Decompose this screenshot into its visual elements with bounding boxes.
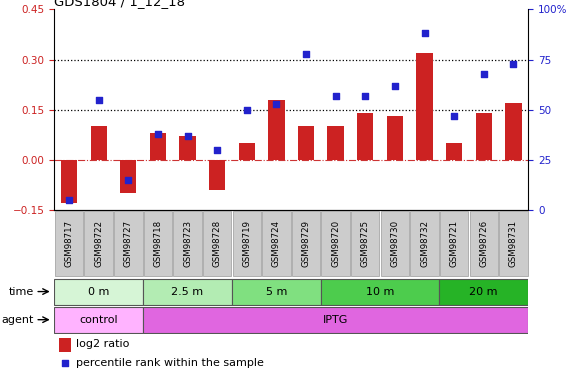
Text: agent: agent bbox=[1, 315, 34, 325]
Text: IPTG: IPTG bbox=[323, 315, 348, 325]
Bar bbox=[446, 143, 463, 160]
Text: GSM98723: GSM98723 bbox=[183, 220, 192, 267]
FancyBboxPatch shape bbox=[85, 211, 113, 276]
FancyBboxPatch shape bbox=[469, 211, 498, 276]
FancyBboxPatch shape bbox=[55, 211, 83, 276]
Point bbox=[420, 30, 429, 36]
FancyBboxPatch shape bbox=[351, 211, 380, 276]
Text: GSM98727: GSM98727 bbox=[124, 220, 133, 267]
FancyBboxPatch shape bbox=[54, 307, 143, 333]
Point bbox=[331, 93, 340, 99]
Bar bbox=[120, 160, 136, 193]
FancyBboxPatch shape bbox=[114, 211, 143, 276]
Bar bbox=[239, 143, 255, 160]
Text: GSM98722: GSM98722 bbox=[94, 220, 103, 267]
Text: 10 m: 10 m bbox=[366, 286, 394, 297]
Bar bbox=[476, 113, 492, 160]
Bar bbox=[209, 160, 226, 190]
Point bbox=[65, 197, 74, 203]
Bar bbox=[91, 126, 107, 160]
Point bbox=[479, 70, 488, 76]
FancyBboxPatch shape bbox=[143, 307, 528, 333]
FancyBboxPatch shape bbox=[411, 211, 439, 276]
Text: 0 m: 0 m bbox=[88, 286, 110, 297]
Text: time: time bbox=[9, 286, 34, 297]
Point bbox=[272, 100, 281, 106]
FancyBboxPatch shape bbox=[232, 211, 261, 276]
Text: percentile rank within the sample: percentile rank within the sample bbox=[75, 358, 263, 368]
Bar bbox=[59, 338, 71, 352]
Point bbox=[449, 113, 459, 119]
FancyBboxPatch shape bbox=[203, 211, 231, 276]
FancyBboxPatch shape bbox=[232, 279, 321, 304]
FancyBboxPatch shape bbox=[292, 211, 320, 276]
Text: GSM98724: GSM98724 bbox=[272, 220, 281, 267]
Bar bbox=[179, 136, 196, 160]
FancyBboxPatch shape bbox=[321, 211, 350, 276]
Point bbox=[154, 131, 163, 137]
FancyBboxPatch shape bbox=[499, 211, 528, 276]
Point bbox=[212, 147, 222, 153]
Text: GSM98731: GSM98731 bbox=[509, 220, 518, 267]
Bar bbox=[357, 113, 373, 160]
Point bbox=[94, 97, 103, 103]
Text: 2.5 m: 2.5 m bbox=[171, 286, 204, 297]
Point bbox=[124, 177, 133, 183]
FancyBboxPatch shape bbox=[439, 279, 528, 304]
Text: GSM98721: GSM98721 bbox=[449, 220, 459, 267]
Point bbox=[391, 82, 400, 88]
FancyBboxPatch shape bbox=[381, 211, 409, 276]
Point bbox=[509, 60, 518, 66]
FancyBboxPatch shape bbox=[174, 211, 202, 276]
Bar bbox=[298, 126, 314, 160]
FancyBboxPatch shape bbox=[54, 279, 143, 304]
Point bbox=[183, 133, 192, 139]
FancyBboxPatch shape bbox=[262, 211, 291, 276]
Text: 20 m: 20 m bbox=[469, 286, 498, 297]
Text: GSM98719: GSM98719 bbox=[242, 220, 251, 267]
Text: GSM98729: GSM98729 bbox=[301, 220, 311, 267]
Text: log2 ratio: log2 ratio bbox=[75, 339, 129, 349]
Bar bbox=[268, 100, 284, 160]
Bar bbox=[416, 53, 433, 160]
FancyBboxPatch shape bbox=[321, 279, 439, 304]
Point bbox=[361, 93, 370, 99]
Point bbox=[301, 51, 311, 57]
Bar bbox=[328, 126, 344, 160]
Text: GSM98732: GSM98732 bbox=[420, 220, 429, 267]
Text: GSM98730: GSM98730 bbox=[391, 220, 399, 267]
Bar bbox=[61, 160, 77, 203]
Text: GSM98720: GSM98720 bbox=[331, 220, 340, 267]
Point bbox=[242, 106, 251, 112]
Text: GSM98726: GSM98726 bbox=[479, 220, 488, 267]
Bar bbox=[505, 103, 521, 160]
Text: GSM98725: GSM98725 bbox=[361, 220, 370, 267]
FancyBboxPatch shape bbox=[440, 211, 468, 276]
Text: control: control bbox=[79, 315, 118, 325]
FancyBboxPatch shape bbox=[143, 279, 232, 304]
Text: GDS1804 / 1_12_18: GDS1804 / 1_12_18 bbox=[54, 0, 185, 8]
Text: GSM98717: GSM98717 bbox=[65, 220, 74, 267]
Point bbox=[60, 360, 69, 366]
Bar bbox=[387, 116, 403, 160]
Bar bbox=[150, 133, 166, 160]
FancyBboxPatch shape bbox=[144, 211, 172, 276]
Text: 5 m: 5 m bbox=[266, 286, 287, 297]
Text: GSM98718: GSM98718 bbox=[154, 220, 162, 267]
Text: GSM98728: GSM98728 bbox=[212, 220, 222, 267]
